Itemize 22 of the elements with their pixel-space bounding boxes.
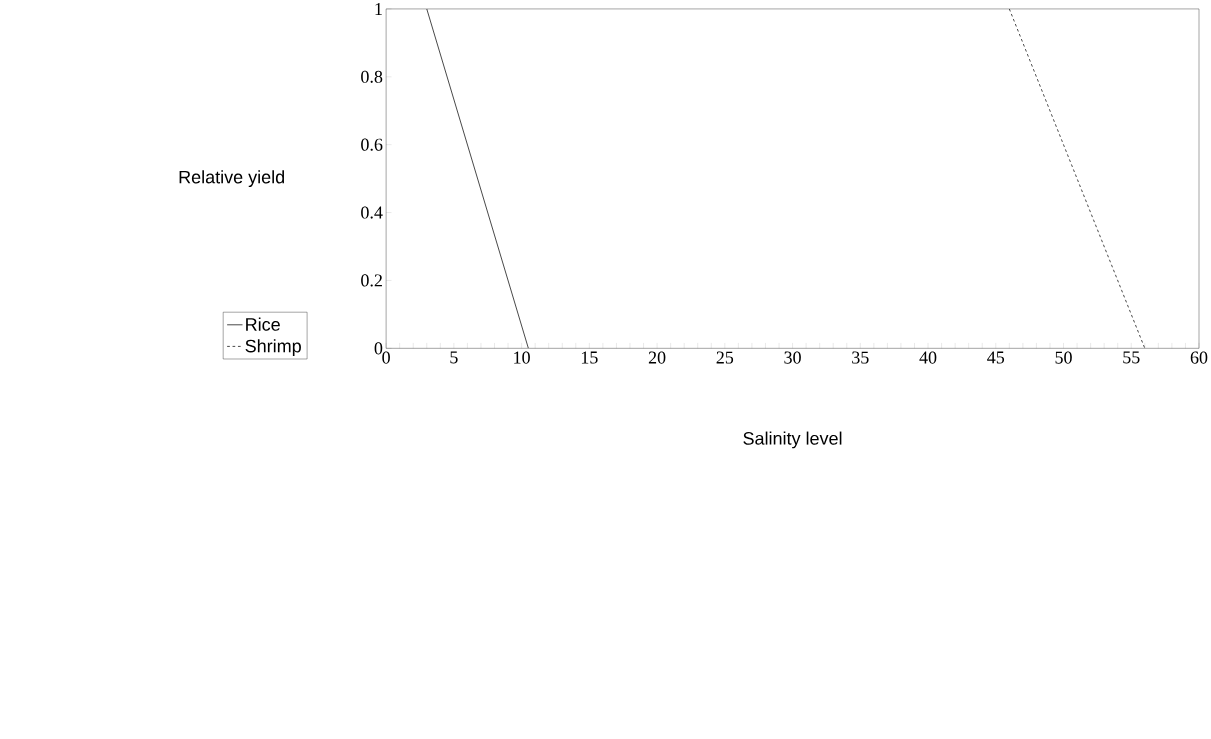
y-tick-label: 0 — [374, 342, 383, 355]
y-tick-label: 1 — [375, 3, 382, 16]
y-tick-label: 0.2 — [361, 274, 382, 287]
x-tick-label: 50 — [1055, 351, 1072, 364]
x-tick-label: 25 — [716, 351, 734, 364]
y-axis-title: Relative yield — [179, 170, 285, 188]
x-tick-label: 45 — [987, 351, 1005, 364]
x-tick-label: 20 — [648, 351, 666, 364]
x-tick-label: 35 — [852, 351, 869, 364]
x-tick-label: 55 — [1123, 351, 1140, 364]
x-axis-title: Salinity level — [743, 431, 842, 449]
x-tick-label: 5 — [450, 351, 458, 364]
x-tick-label: 40 — [919, 351, 937, 364]
legend-label: Shrimp — [245, 339, 301, 357]
legend-label: Rice — [246, 317, 280, 332]
x-tick-label: 15 — [581, 351, 598, 364]
y-tick-label: 0.6 — [361, 138, 383, 151]
x-tick-label: 30 — [784, 351, 801, 364]
x-tick-label: 10 — [514, 351, 530, 364]
y-tick-label: 0.4 — [361, 206, 383, 219]
x-tick-label: 60 — [1190, 351, 1208, 364]
y-tick-label: 0.8 — [361, 70, 383, 84]
